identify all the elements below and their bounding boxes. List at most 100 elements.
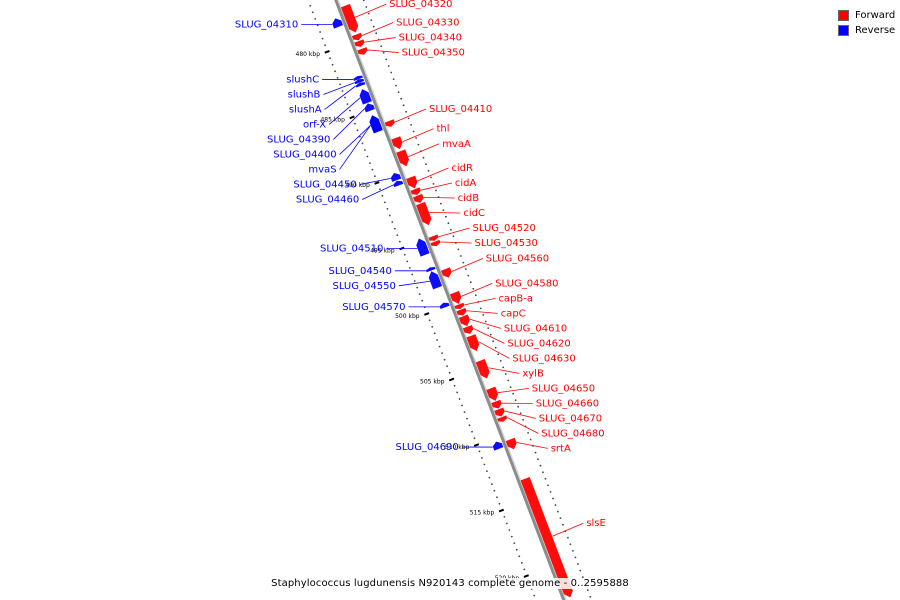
scale-dot [512, 392, 514, 395]
gene-slug-04610 [458, 314, 470, 327]
gene-slug-04630 [466, 334, 480, 352]
gene-label-slug-04550: SLUG_04550 [333, 281, 396, 292]
scale-dot [356, 129, 359, 132]
scale-tick [523, 574, 529, 578]
scale-dot [542, 471, 544, 474]
scale-dot [515, 548, 518, 551]
scale-dot [581, 576, 584, 578]
leader-slug-04670 [504, 410, 536, 419]
scale-dot [319, 31, 321, 33]
leader-capb-a [464, 297, 496, 306]
gene-slusha [355, 82, 366, 88]
scale-dot [456, 391, 458, 394]
gene-slug-04450 [390, 173, 402, 182]
scale-dot [489, 333, 492, 336]
scale-dot [397, 91, 400, 94]
leader-slug-04560 [451, 258, 483, 272]
scale-dot [483, 463, 486, 466]
scale-dot [492, 340, 495, 343]
scale-dot [504, 373, 507, 375]
gene-slug-04650 [486, 386, 499, 401]
leader-slug-04530 [440, 241, 472, 244]
scale-dot [462, 261, 465, 264]
scale-dot [589, 595, 592, 598]
scale-dot [471, 430, 473, 433]
scale-dot [400, 97, 402, 100]
scale-dot [574, 556, 577, 559]
gene-slug-04310 [332, 18, 343, 29]
scale-dot [354, 122, 356, 125]
scale-dot [448, 371, 451, 374]
scale-tick [349, 115, 355, 120]
legend-label-reverse: Reverse [855, 25, 896, 36]
gene-label-slse: slsE [586, 518, 606, 529]
scale-dot [369, 162, 371, 165]
gene-label-slug-04540: SLUG_04540 [329, 266, 392, 277]
gene-label-cidb: cidB [458, 193, 480, 204]
gene-slug-04580 [449, 290, 462, 304]
scale-dot [402, 104, 405, 107]
gene-label-slug-04660: SLUG_04660 [536, 398, 599, 409]
scale-dot [391, 221, 394, 223]
scale-dot [370, 19, 373, 21]
scale-dot [484, 320, 487, 323]
scale-tick-label: 515 kbp [470, 510, 495, 517]
scale-dot [496, 496, 498, 499]
scale-dot [443, 358, 446, 361]
gene-slug-04570 [439, 302, 450, 309]
scale-tick-label: 500 kbp [395, 313, 420, 320]
leader-cidr [417, 167, 449, 182]
scale-dot [341, 90, 344, 92]
scale-dot [349, 109, 351, 112]
gene-mvas [369, 115, 383, 134]
scale-dot [331, 63, 334, 66]
leader-srta [516, 442, 548, 449]
scale-dot [452, 235, 455, 238]
gene-slug-04390 [364, 103, 375, 113]
legend-item-reverse: Reverse [838, 23, 895, 38]
backbone [334, 0, 566, 600]
scale-dot [407, 117, 410, 120]
scale-dot [374, 175, 376, 178]
gene-label-slug-04580: SLUG_04580 [495, 278, 558, 289]
gene-label-slug-04340: SLUG_04340 [399, 33, 462, 44]
scale-dot [473, 437, 476, 440]
scale-dot [392, 78, 395, 80]
scale-dot [408, 267, 411, 269]
scale-dot [380, 45, 383, 48]
scale-dot [390, 71, 393, 74]
scale-dot [425, 163, 427, 166]
scale-dot [503, 516, 506, 518]
scale-dot [468, 424, 471, 427]
scale-dot [529, 438, 532, 441]
leader-slug-04330 [361, 22, 394, 36]
scale-dot [438, 345, 441, 348]
leader-slug-04350 [367, 49, 399, 53]
gene-label-orf-x: orf-X [303, 119, 326, 130]
gene-orf-x [359, 89, 372, 105]
scale-dot [339, 83, 341, 86]
gene-label-slug-04690: SLUG_04690 [395, 442, 458, 453]
scale-dot [523, 568, 526, 571]
scale-dot [366, 155, 369, 158]
scale-dot [412, 130, 415, 133]
gene-label-mvas: mvaS [308, 164, 336, 175]
scale-dot [372, 25, 375, 28]
scale-dot [537, 458, 539, 461]
gene-slug-04510 [416, 238, 430, 257]
scale-tick-label: 510 kbp [445, 444, 470, 451]
gene-slug-04680 [497, 415, 508, 422]
leader-cidc [429, 212, 461, 214]
scale-dot [445, 215, 447, 218]
scale-dot [367, 12, 370, 15]
gene-slug-04620 [462, 325, 474, 334]
scale-dot [334, 70, 336, 73]
scale-dot [422, 156, 425, 159]
gene-slug-04340 [354, 39, 365, 47]
scale-dot [493, 489, 496, 492]
scale-dot [428, 319, 431, 322]
scale-dot [435, 189, 437, 192]
gene-label-slug-04670: SLUG_04670 [539, 413, 602, 424]
gene-label-slug-04650: SLUG_04650 [532, 383, 595, 394]
